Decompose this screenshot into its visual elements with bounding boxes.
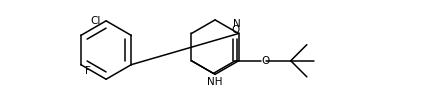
Text: N: N (233, 19, 240, 29)
Text: F: F (85, 66, 91, 76)
Text: NH: NH (207, 77, 222, 87)
Text: O: O (262, 56, 270, 66)
Text: O: O (231, 25, 240, 35)
Text: Cl: Cl (91, 16, 101, 26)
